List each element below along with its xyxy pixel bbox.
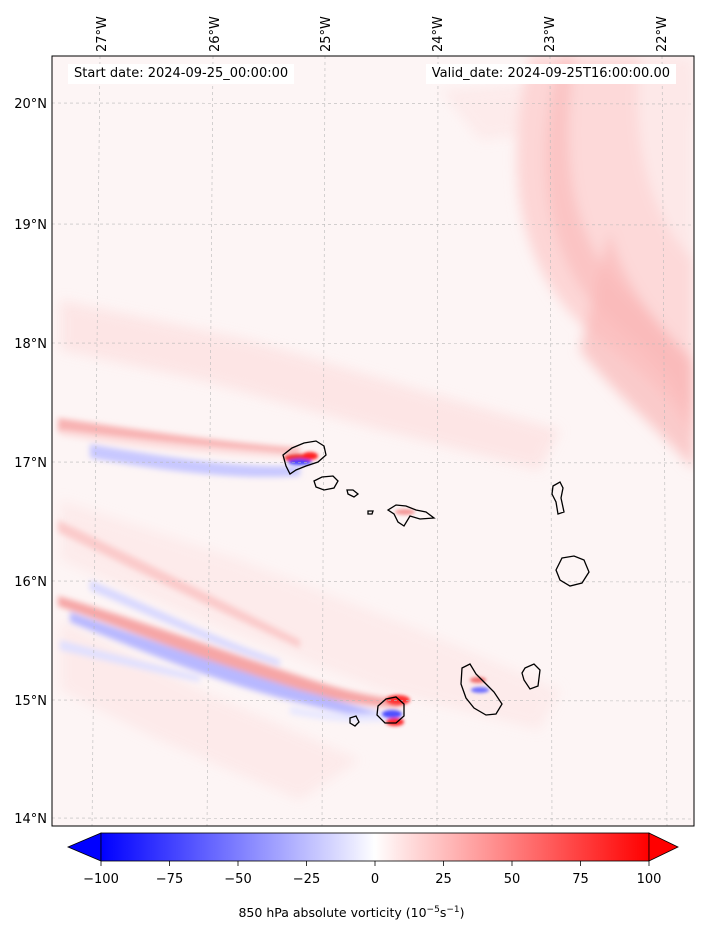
colorbar-title-exp2: −1 xyxy=(446,905,460,915)
colorbar-title-mid: s xyxy=(439,905,447,921)
island-boa-vista xyxy=(555,555,590,587)
colorbar-tick-label: −75 xyxy=(156,872,183,887)
lat-label-17n: 17°N xyxy=(14,456,47,471)
lat-label-15n: 15°N xyxy=(14,694,47,709)
lat-label-16n: 16°N xyxy=(14,575,47,590)
colorbar-tick-label: 75 xyxy=(572,872,589,887)
plot-frame xyxy=(51,55,695,827)
colorbar-tick-label: 100 xyxy=(637,872,662,887)
lon-label-23w: 23°W xyxy=(543,16,558,52)
island-fogo xyxy=(376,696,405,724)
colorbar-max-extension xyxy=(648,832,679,862)
colorbar-tick-label: 50 xyxy=(504,872,521,887)
colorbar-tick-label: 25 xyxy=(435,872,452,887)
lon-label-26w: 26°W xyxy=(208,16,223,52)
colorbar-tick-label: 0 xyxy=(371,872,379,887)
colorbar-tick-label: −100 xyxy=(83,872,119,887)
island-sao-vicente xyxy=(313,475,339,491)
island-santiago xyxy=(460,663,503,716)
lat-label-19n: 19°N xyxy=(14,218,47,233)
lon-label-22w: 22°W xyxy=(655,16,670,52)
colorbar-ticks: −100 −75 −50 −25 0 25 50 75 100 xyxy=(83,861,661,887)
island-branco xyxy=(367,510,374,515)
valid-date-label: Valid_date: 2024-09-25T16:00:00.00 xyxy=(425,64,676,84)
lon-label-24w: 24°W xyxy=(431,16,446,52)
colorbar-title-text: 850 hPa absolute vorticity (10 xyxy=(238,905,427,921)
lat-label-20n: 20°N xyxy=(14,97,47,112)
lon-label-27w: 27°W xyxy=(95,16,110,52)
colorbar-title-exp1: −5 xyxy=(426,905,440,915)
gridlines xyxy=(52,56,694,826)
island-santo-antao xyxy=(282,440,327,475)
island-maio xyxy=(521,663,541,690)
colorbar-tick-label: −25 xyxy=(293,872,320,887)
start-date-label: Start date: 2024-09-25_00:00:00 xyxy=(68,64,295,84)
colorbar-tick-label: −50 xyxy=(224,872,251,887)
lat-label-18n: 18°N xyxy=(14,337,47,352)
vorticity-field xyxy=(52,56,694,826)
latitude-labels: 20°N 19°N 18°N 17°N 16°N 15°N 14°N xyxy=(14,97,47,827)
island-coastlines xyxy=(282,440,590,727)
island-santa-luzia xyxy=(346,489,360,498)
colorbar-title: 850 hPa absolute vorticity (10−5s−1) xyxy=(0,905,703,920)
island-brava xyxy=(349,715,360,727)
colorbar-gradient xyxy=(100,832,650,862)
colorbar-min-extension xyxy=(66,832,102,862)
island-sal xyxy=(551,481,565,515)
colorbar: −100 −75 −50 −25 0 25 50 75 100 xyxy=(66,832,679,887)
island-sao-nicolau xyxy=(386,504,436,527)
lon-label-25w: 25°W xyxy=(319,16,334,52)
colorbar-title-end: ) xyxy=(459,905,465,921)
longitude-labels: 27°W 26°W 25°W 24°W 23°W 22°W xyxy=(95,16,670,52)
lat-label-14n: 14°N xyxy=(14,812,47,827)
